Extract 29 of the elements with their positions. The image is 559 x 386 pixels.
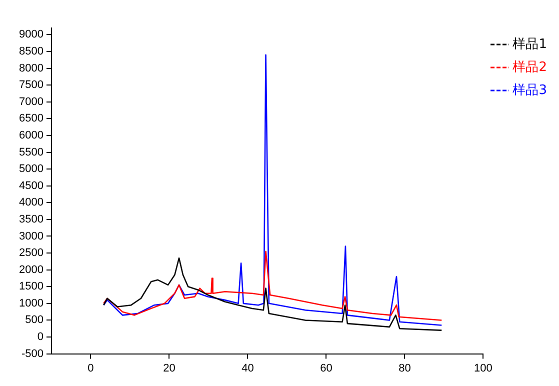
- x-tick-label: 20: [163, 362, 176, 374]
- y-tick-label: 7000: [18, 96, 44, 108]
- y-tick-label: 4000: [18, 196, 44, 209]
- x-tick-label: 100: [474, 362, 492, 374]
- y-tick-label: 500: [25, 314, 44, 326]
- y-tick-label: 6000: [18, 130, 44, 142]
- x-tick-label: 60: [320, 362, 332, 374]
- legend-label: 样品3: [512, 82, 548, 98]
- y-tick-label: -500: [21, 348, 44, 360]
- y-tick-label: 4500: [18, 180, 44, 192]
- y-tick-label: 5000: [18, 163, 44, 176]
- legend-label: 样品2: [512, 60, 548, 75]
- y-tick-label: 2000: [18, 264, 44, 276]
- y-tick-label: 5500: [18, 146, 44, 158]
- y-tick-label: 6500: [18, 112, 44, 125]
- y-tick-label: 3000: [18, 230, 44, 242]
- x-tick-label: 0: [88, 362, 94, 374]
- legend-label: 样品1: [512, 36, 548, 52]
- y-tick-label: 8000: [18, 62, 44, 74]
- y-tick-label: 7500: [18, 79, 44, 92]
- y-tick-label: 2500: [18, 247, 44, 260]
- x-tick-label: 80: [398, 362, 411, 374]
- x-tick-label: 40: [242, 362, 254, 374]
- y-tick-label: 8500: [18, 46, 44, 58]
- y-tick-label: 1500: [18, 280, 44, 293]
- y-tick-label: 0: [37, 331, 44, 344]
- y-tick-label: 1000: [18, 297, 44, 310]
- y-tick-label: 3500: [18, 213, 44, 226]
- y-tick-label: 9000: [18, 28, 44, 41]
